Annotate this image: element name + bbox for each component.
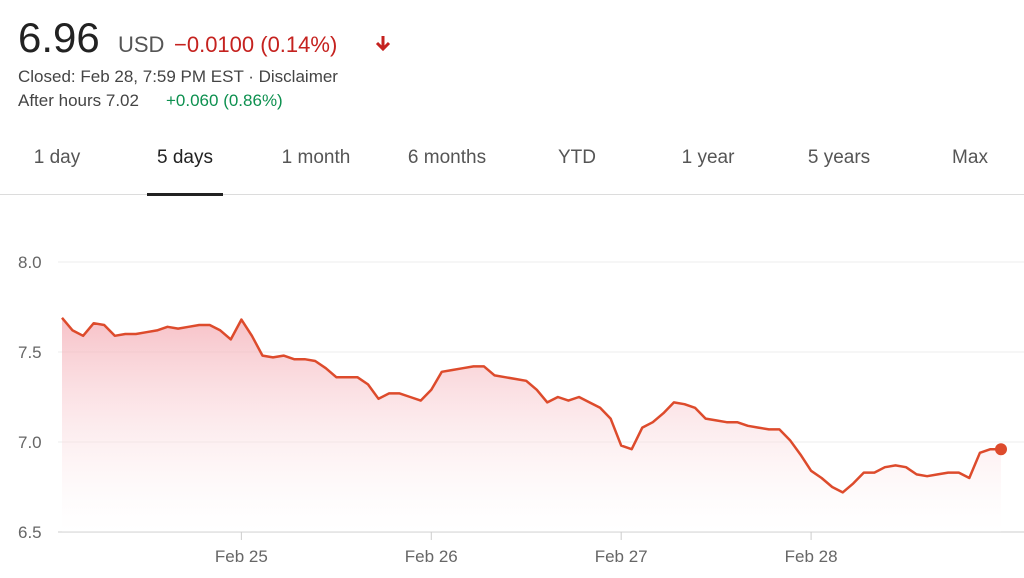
down-arrow [375, 36, 391, 52]
y-tick-label: 8.0 [18, 253, 42, 272]
after-hours: After hours 7.02 [18, 91, 139, 110]
x-tick-label: Feb 26 [405, 547, 458, 566]
tab[interactable]: 5 days [157, 147, 213, 168]
area [62, 317, 1001, 532]
price: 6.96 [18, 14, 100, 61]
x-tick-label: Feb 25 [215, 547, 268, 566]
change: −0.0100 (0.14%) [174, 32, 337, 57]
tab[interactable]: 1 month [282, 147, 351, 168]
tab[interactable]: 6 months [408, 147, 486, 168]
tab-underline [147, 193, 223, 196]
status[interactable]: Closed: Feb 28, 7:59 PM EST · Disclaimer [18, 67, 338, 86]
tab[interactable]: 1 day [34, 147, 81, 168]
line [61, 316, 1001, 494]
currency: USD [118, 32, 164, 57]
y-tick-label: 6.5 [18, 523, 42, 542]
tab[interactable]: 5 years [808, 147, 870, 168]
tab[interactable]: Max [952, 147, 988, 168]
after-hours-change: +0.060 (0.86%) [166, 91, 283, 110]
y-tick-label: 7.0 [18, 433, 42, 452]
tab[interactable]: 1 year [682, 147, 735, 168]
y-tick-label: 7.5 [18, 343, 42, 362]
last-point [995, 443, 1007, 456]
tab[interactable]: YTD [558, 147, 596, 168]
x-tick-label: Feb 27 [595, 547, 648, 566]
x-tick-label: Feb 28 [785, 547, 838, 566]
